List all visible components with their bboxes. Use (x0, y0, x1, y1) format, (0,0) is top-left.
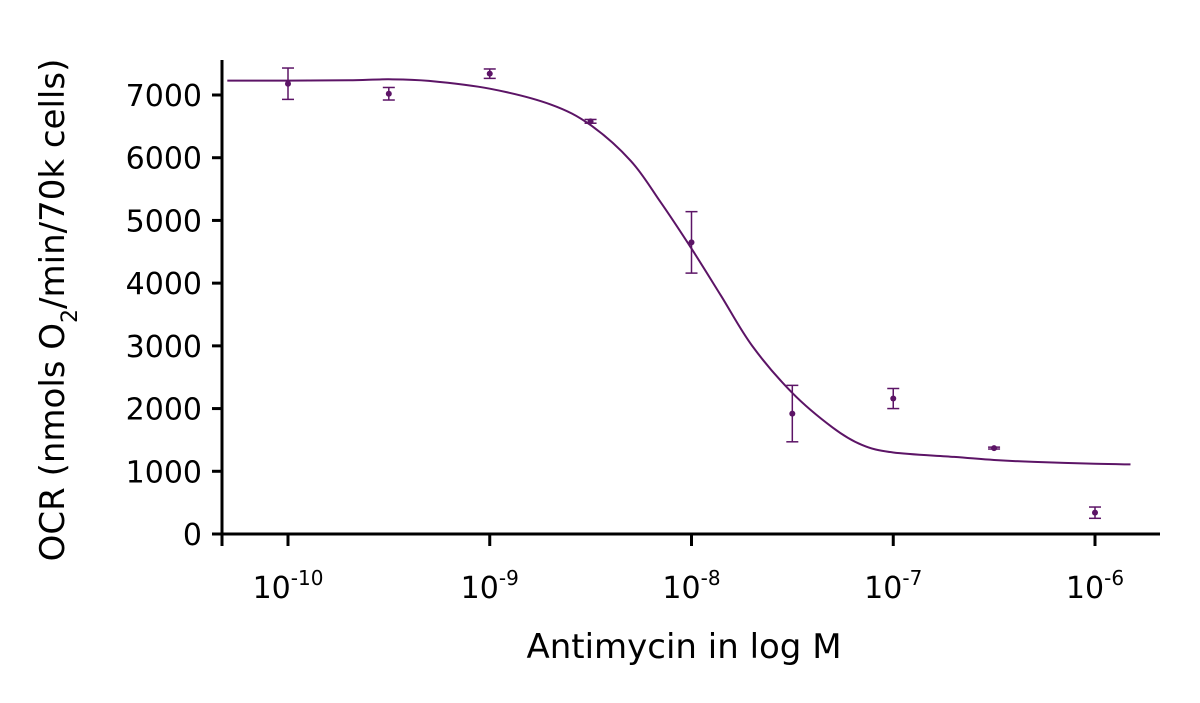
data-point (685, 210, 698, 274)
data-marker (285, 80, 291, 87)
y-axis-title-subscript: 2 (58, 309, 83, 323)
data-marker (688, 239, 695, 246)
data-point (1089, 506, 1101, 520)
data-point (483, 68, 496, 80)
data-point (382, 86, 395, 101)
x-tick-label: 10-9 (461, 566, 519, 606)
y-axis-ticks: 0 1000 2000 3000 4000 5000 6000 7000 (126, 79, 222, 553)
y-tick-label: 7000 (126, 79, 202, 114)
data-points-layer (282, 67, 1101, 520)
data-marker (587, 118, 594, 125)
data-point (988, 445, 1001, 452)
x-tick-label: 10-8 (662, 566, 720, 606)
data-marker (890, 395, 897, 402)
x-tick-label: 10-7 (864, 566, 922, 606)
data-marker (486, 70, 493, 77)
fit-curve-layer (227, 78, 1131, 466)
data-marker (991, 445, 998, 452)
y-tick-label: 3000 (126, 330, 202, 365)
data-marker (385, 90, 392, 97)
y-axis-title: OCR (nmols O2/min/70k cells) (33, 59, 83, 562)
y-tick-label: 2000 (126, 393, 202, 428)
data-point (887, 387, 900, 410)
axes (220, 60, 1160, 546)
x-axis-ticks: 10-10 10-9 10-8 10-7 10-6 (253, 534, 1124, 606)
y-tick-label: 1000 (126, 455, 202, 490)
data-point (584, 118, 597, 125)
data-point (786, 384, 799, 443)
data-marker (1092, 509, 1098, 516)
y-tick-label: 0 (183, 518, 202, 553)
y-axis-title-prefix: OCR (nmols O (33, 323, 73, 561)
data-point (282, 67, 294, 101)
data-marker (789, 410, 796, 417)
x-axis-title: Antimycin in log M (526, 627, 841, 667)
y-axis-title-suffix: /min/70k cells) (33, 59, 73, 309)
x-tick-label: 10-6 (1066, 566, 1124, 606)
y-tick-label: 5000 (126, 204, 202, 239)
y-tick-label: 6000 (126, 142, 202, 177)
x-tick-label: 10-10 (253, 566, 324, 606)
fit-curve (227, 78, 1131, 466)
y-tick-label: 4000 (126, 267, 202, 302)
